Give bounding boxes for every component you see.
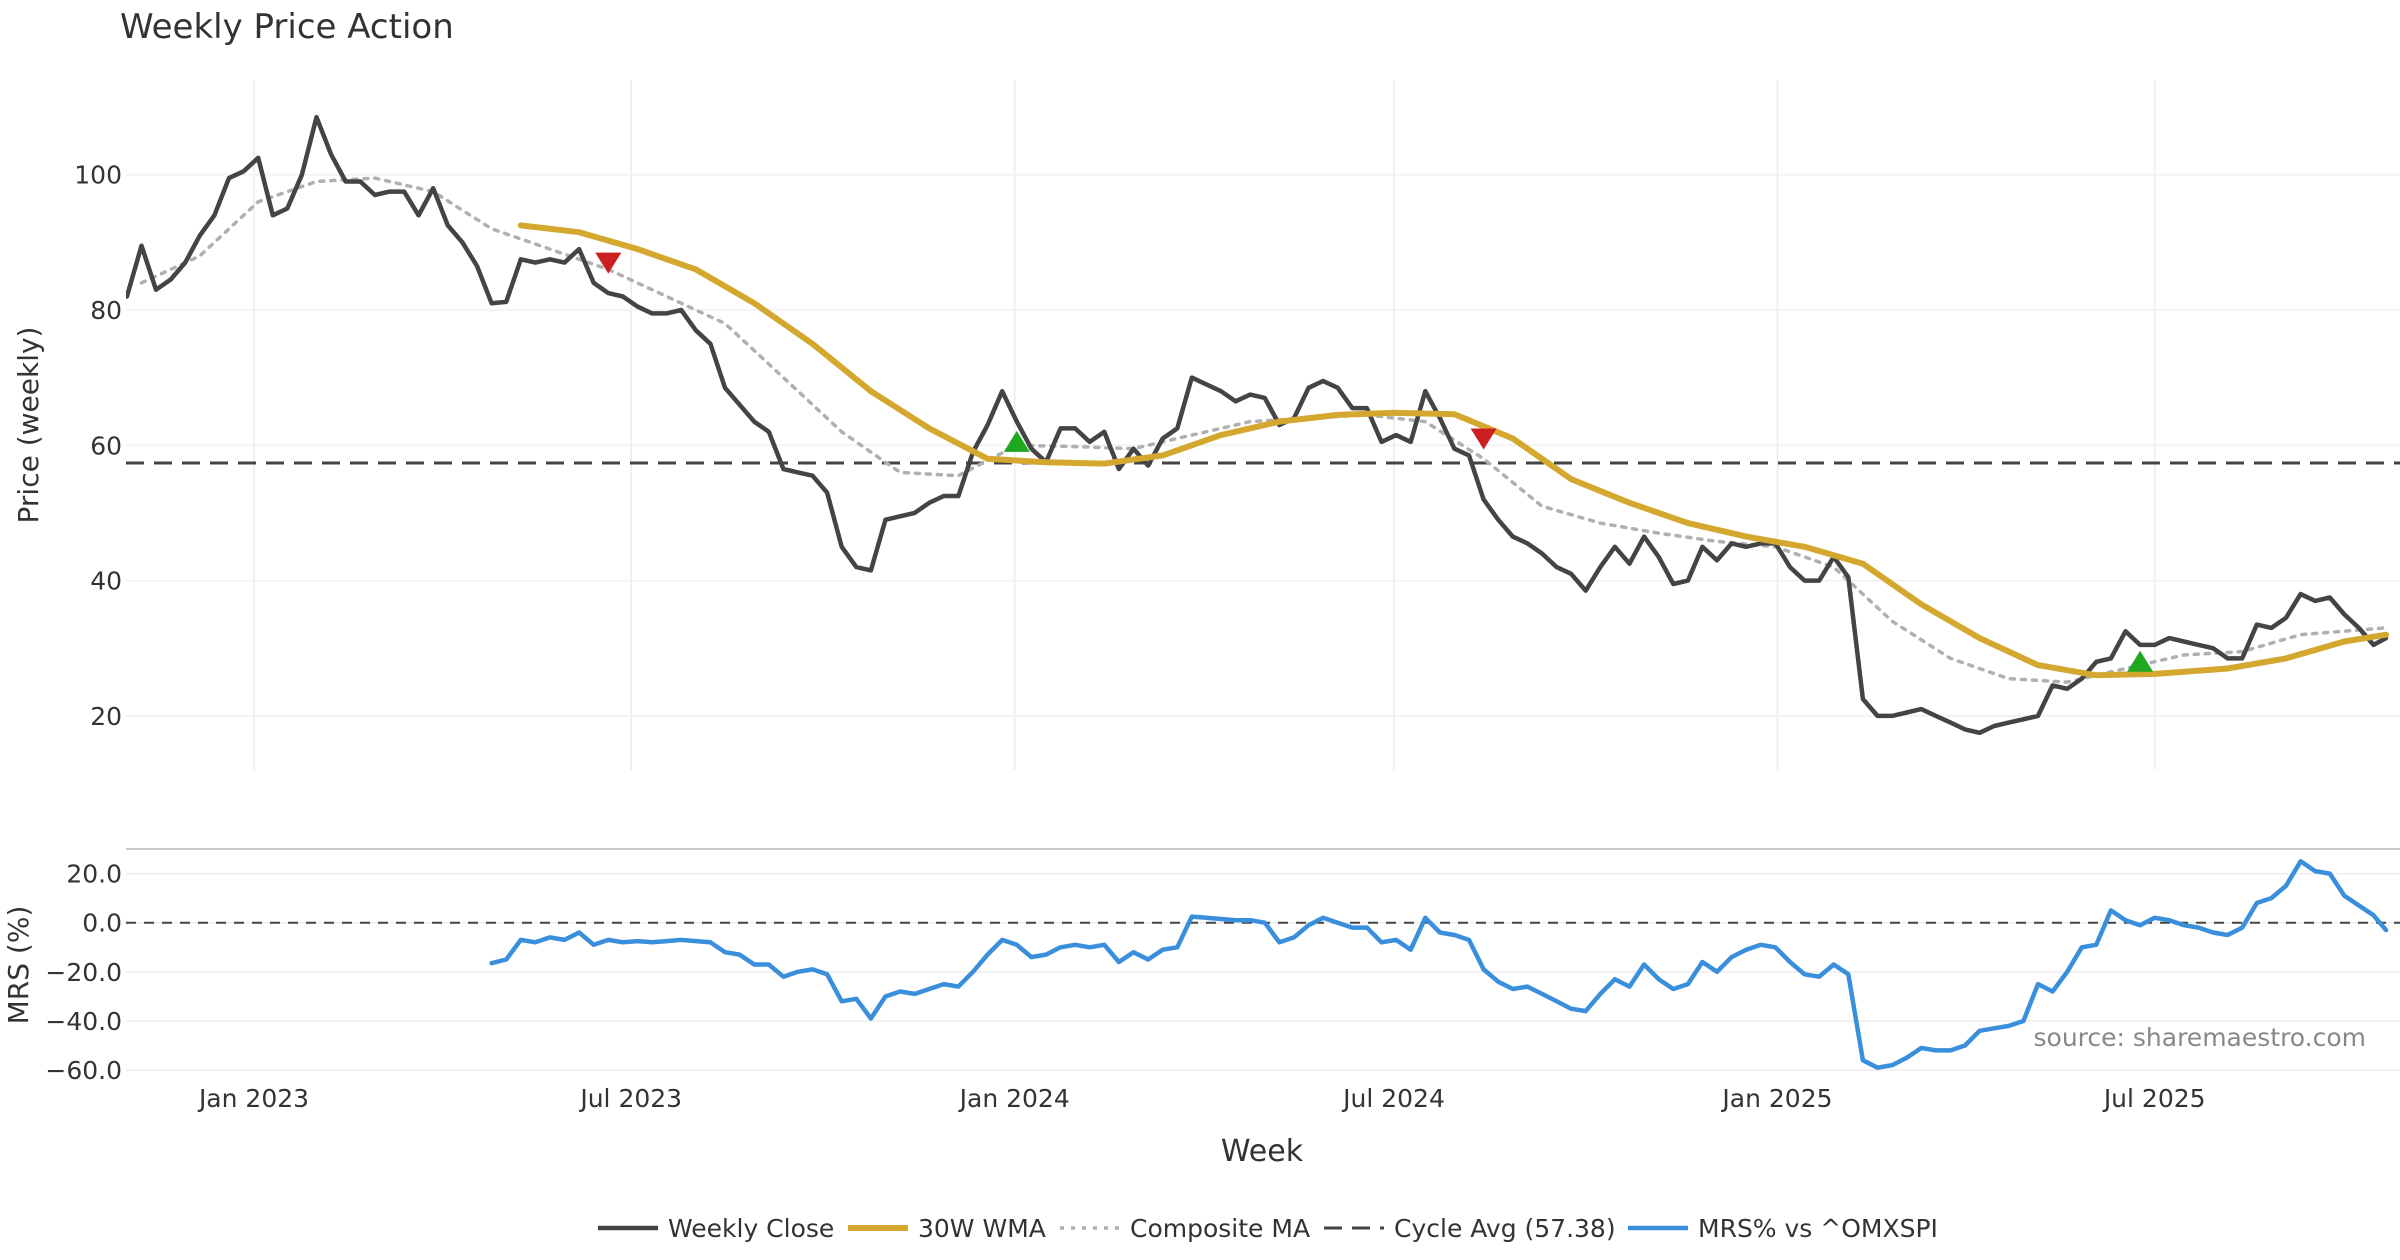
x-tick-label: Jan 2023 [197,1084,309,1113]
legend: Weekly Close 30W WMA Composite MA Cycle Avg… [598,1214,1938,1243]
price-gridlines [126,80,2400,770]
price-y-tick-label: 20 [90,702,122,731]
x-tick-label: Jul 2024 [1341,1084,1445,1113]
price-y-tick-label: 40 [90,567,122,596]
sell-signal-marker [595,252,622,274]
legend-label: MRS% vs ^OMXSPI [1698,1214,1938,1243]
price-panel: 20 40 60 80 100 Price (weekly) [12,80,2400,770]
x-tick-label: Jul 2025 [2102,1084,2206,1113]
signal-markers [595,252,2154,672]
price-y-tick-label: 100 [74,161,122,190]
price-series [126,114,2400,736]
legend-label: 30W WMA [918,1214,1046,1243]
chart-title: Weekly Price Action [120,7,454,47]
price-y-axis-label: Price (weekly) [12,327,45,524]
sell-signal-marker [1470,428,1497,450]
x-axis-ticks: Jan 2023 Jul 2023 Jan 2024 Jul 2024 Jan 2025… [197,1084,2206,1113]
price-y-ticks: 20 40 60 80 100 [74,161,122,731]
buy-signal-marker [2127,650,2154,672]
x-tick-label: Jul 2023 [578,1084,682,1113]
mrs-line [489,859,2389,1070]
x-axis-label: Week [1221,1134,1304,1169]
composite-ma-line [139,176,2388,684]
price-y-tick-label: 80 [90,296,122,325]
mrs-series [489,859,2389,1070]
legend-label: Weekly Close [668,1214,834,1243]
mrs-y-axis-label: MRS (%) [2,906,35,1025]
weekly-close-line [126,114,2389,736]
buy-signal-marker [1003,430,1030,452]
mrs-y-tick-label: 0.0 [82,909,122,938]
legend-label: Composite MA [1130,1214,1310,1243]
x-tick-label: Jan 2025 [1720,1084,1832,1113]
mrs-y-tick-label: −60.0 [45,1056,122,1085]
mrs-y-tick-label: −40.0 [45,1007,122,1036]
source-label: source: sharemaestro.com [2034,1023,2367,1052]
x-tick-label: Jan 2024 [958,1084,1070,1113]
legend-label: Cycle Avg (57.38) [1394,1214,1616,1243]
mrs-panel: 20.0 0.0 −20.0 −40.0 −60.0 MRS (%) source: s… [2,848,2400,1086]
mrs-y-tick-label: −20.0 [45,958,122,987]
mrs-y-ticks: 20.0 0.0 −20.0 −40.0 −60.0 [45,860,122,1086]
mrs-y-tick-label: 20.0 [66,860,122,889]
wma-30w-line [517,222,2389,679]
price-y-tick-label: 60 [90,431,122,460]
